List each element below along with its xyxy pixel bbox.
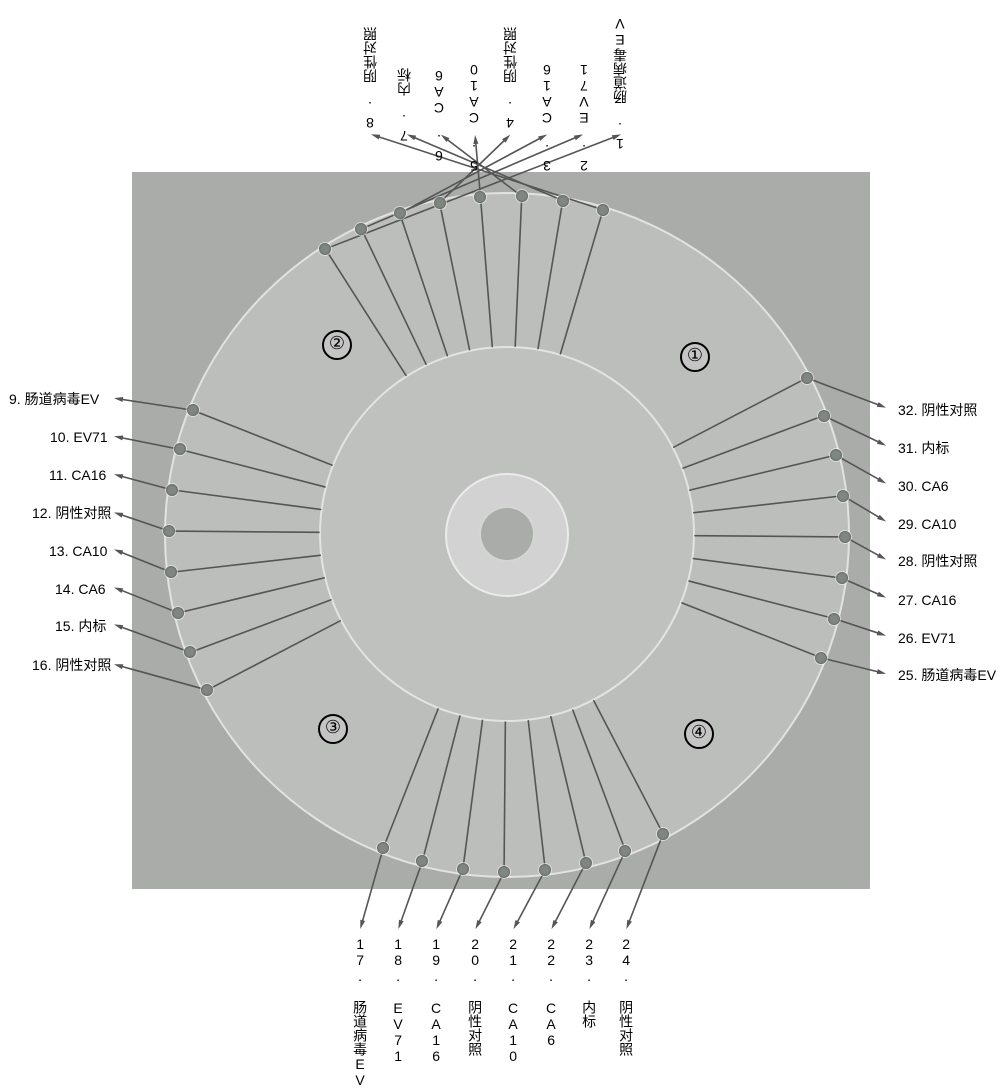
well-8 [597, 204, 609, 216]
label-well-28: 28. 阴性对照 [898, 553, 977, 569]
label-well-19: 19. CA16 [428, 936, 444, 1064]
well-6 [516, 190, 528, 202]
label-well-11: 11. CA16 [49, 467, 106, 483]
label-well-20: 20. 阴性对照 [467, 936, 483, 1056]
label-well-18: 18. EV71 [390, 936, 406, 1064]
label-well-32: 32. 阴性对照 [898, 402, 977, 418]
label-well-24: 24. 阴性对照 [618, 936, 634, 1056]
well-28 [839, 531, 851, 543]
well-29 [837, 490, 849, 502]
well-21 [539, 864, 551, 876]
well-22 [580, 857, 592, 869]
label-well-17: 17. 肠道病毒EV [352, 936, 368, 1088]
well-9 [187, 404, 199, 416]
label-well-29: 29. CA10 [898, 516, 956, 532]
label-well-8: 8. 阴性对照 [362, 27, 378, 131]
label-well-25: 25. 肠道病毒EV [898, 667, 996, 683]
well-7 [557, 195, 569, 207]
well-24 [657, 828, 669, 840]
label-well-21: 21. CA10 [505, 936, 521, 1064]
label-well-1: 1. 肠道病毒EV [612, 16, 628, 152]
label-well-23: 23. 内标 [581, 936, 597, 1028]
label-well-7: 7. 内标 [396, 68, 412, 144]
label-well-3: 3. CA16 [539, 62, 555, 174]
label-well-31: 31. 内标 [898, 440, 949, 456]
well-12 [163, 525, 175, 537]
label-well-9: 9. 肠道病毒EV [9, 391, 99, 407]
arrows-svg [0, 0, 1000, 991]
label-well-6: 6. CA6 [431, 68, 447, 164]
label-well-30: 30. CA6 [898, 478, 949, 494]
label-well-26: 26. EV71 [898, 630, 956, 646]
well-31 [818, 410, 830, 422]
label-well-27: 27. CA16 [898, 592, 956, 608]
quadrant-badge-4: ④ [684, 719, 714, 749]
label-well-4: 4. 阴性对照 [502, 27, 518, 131]
label-well-5: 5. CA10 [466, 62, 482, 174]
well-20 [498, 866, 510, 878]
quadrant-badge-2: ② [322, 330, 352, 360]
label-well-15: 15. 内标 [55, 618, 106, 634]
label-well-14: 14. CA6 [55, 581, 106, 597]
label-well-13: 13. CA10 [49, 543, 107, 559]
label-well-22: 22. CA6 [543, 936, 559, 1048]
label-well-10: 10. EV71 [50, 429, 108, 445]
well-4 [434, 197, 446, 209]
label-well-12: 12. 阴性对照 [32, 505, 111, 521]
quadrant-badge-3: ③ [318, 714, 348, 744]
label-well-16: 16. 阴性对照 [32, 657, 111, 673]
well-11 [166, 484, 178, 496]
well-32 [801, 372, 813, 384]
diagram-stage: 1. 肠道病毒EV 2. EV71 3. CA16 4. 阴性对照 5. CA10 6. … [0, 0, 1000, 991]
well-26 [828, 613, 840, 625]
label-well-2: 2. EV71 [576, 62, 592, 174]
well-19 [457, 863, 469, 875]
well-30 [830, 449, 842, 461]
quadrant-badge-1: ① [680, 342, 710, 372]
well-23 [619, 845, 631, 857]
